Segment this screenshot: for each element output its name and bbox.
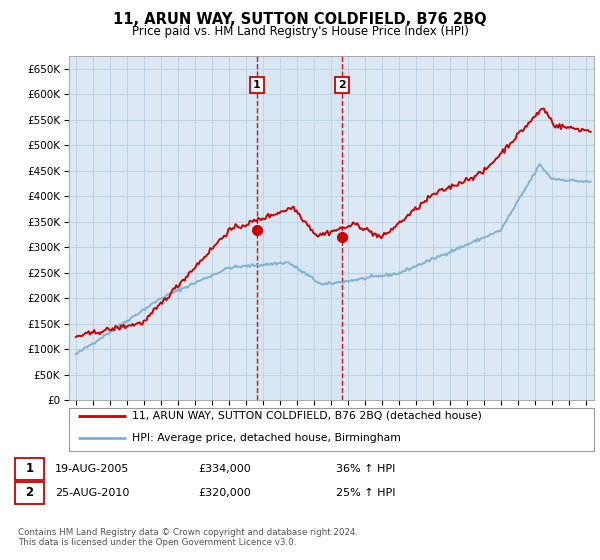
Text: 25% ↑ HPI: 25% ↑ HPI: [336, 488, 395, 498]
Text: Price paid vs. HM Land Registry's House Price Index (HPI): Price paid vs. HM Land Registry's House …: [131, 25, 469, 38]
Text: 1: 1: [253, 80, 260, 90]
Text: 1: 1: [25, 462, 34, 475]
Text: HPI: Average price, detached house, Birmingham: HPI: Average price, detached house, Birm…: [132, 433, 401, 443]
Text: 25-AUG-2010: 25-AUG-2010: [55, 488, 130, 498]
Text: 11, ARUN WAY, SUTTON COLDFIELD, B76 2BQ (detached house): 11, ARUN WAY, SUTTON COLDFIELD, B76 2BQ …: [132, 410, 482, 421]
Text: £334,000: £334,000: [198, 464, 251, 474]
Text: 11, ARUN WAY, SUTTON COLDFIELD, B76 2BQ: 11, ARUN WAY, SUTTON COLDFIELD, B76 2BQ: [113, 12, 487, 27]
Text: 19-AUG-2005: 19-AUG-2005: [55, 464, 130, 474]
Text: £320,000: £320,000: [198, 488, 251, 498]
Text: 2: 2: [338, 80, 346, 90]
Text: 36% ↑ HPI: 36% ↑ HPI: [336, 464, 395, 474]
Bar: [257, 56, 341, 400]
Text: 2: 2: [25, 486, 34, 500]
Text: Contains HM Land Registry data © Crown copyright and database right 2024.
This d: Contains HM Land Registry data © Crown c…: [18, 528, 358, 547]
